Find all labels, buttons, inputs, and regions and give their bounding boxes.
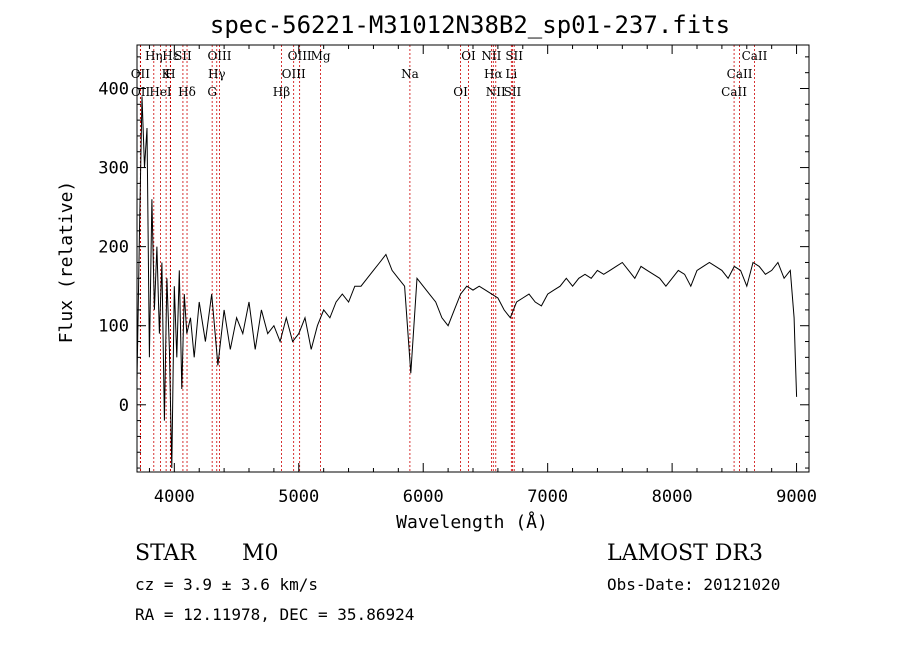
spectral-line-label: OIII (288, 49, 312, 63)
spectral-line-label: CaII (727, 67, 753, 81)
spectral-line-label: OI (461, 49, 476, 63)
spectral-line-label: Hγ (208, 67, 226, 81)
x-tick-label: 8000 (652, 487, 693, 507)
spectral-line-label: OIII (207, 49, 231, 63)
spectral-line-label: SII (174, 49, 192, 63)
spectral-line-label: Na (401, 67, 419, 81)
spectral-line-label: Hη (145, 49, 163, 63)
spectrum-line (136, 96, 798, 469)
x-tick-label: 5000 (278, 487, 319, 507)
y-tick-label: 400 (98, 79, 129, 99)
spectral-line-label: HeI (149, 85, 172, 99)
obs-date: Obs-Date: 20121020 (607, 575, 780, 594)
y-tick-label: 300 (98, 159, 129, 179)
spectral-line-label: OIII (282, 67, 306, 81)
y-axis-label: Flux (relative) (56, 181, 77, 344)
spectral-line-label: NII (486, 85, 506, 99)
y-axis-ticks: 0 100 200 300 400 (98, 56, 809, 469)
x-tick-label: 6000 (403, 487, 444, 507)
spectral-line-label: Hα (484, 67, 503, 81)
spectral-line-label: SII (504, 85, 522, 99)
y-tick-label: 200 (98, 238, 129, 258)
spectral-line-label: Li (505, 67, 517, 81)
x-axis-ticks: 4000 5000 6000 7000 8000 9000 (148, 45, 817, 507)
spectral-line-label: Hδ (178, 85, 196, 99)
spectral-line-labels: HεKHδOIIIOIIHeISIIHγOIIHηHGOIIIOIIIHβMgN… (131, 49, 768, 99)
spectral-line-label: OI (453, 85, 468, 99)
y-tick-label: 0 (119, 396, 129, 416)
x-tick-label: 9000 (776, 487, 817, 507)
spectral-line-label: G (207, 85, 217, 99)
spectral-line-label: NII (481, 49, 501, 63)
spectral-line-label: CaII (721, 85, 747, 99)
x-tick-label: 7000 (527, 487, 568, 507)
subclass: M0 (242, 541, 279, 566)
coordinates: RA = 12.11978, DEC = 35.86924 (135, 605, 414, 624)
spectral-line-label: K (162, 67, 172, 81)
x-axis-label: Wavelength (Å) (396, 511, 548, 533)
spectral-line-label: CaII (742, 49, 768, 63)
redshift-cz: cz = 3.9 ± 3.6 km/s (135, 575, 318, 594)
spectral-line-label: OII (131, 67, 151, 81)
spectral-line-label: OII (131, 85, 151, 99)
spectral-line-markers (139, 45, 755, 472)
chart-title: spec-56221-M31012N38B2_sp01-237.fits (210, 11, 730, 39)
object-type: STAR (135, 541, 197, 566)
spectral-line-label: SII (505, 49, 523, 63)
spectral-line-label: Hβ (273, 85, 290, 99)
spectral-line-label: Mg (311, 49, 331, 63)
plot-frame (136, 44, 810, 473)
survey-name: LAMOST DR3 (607, 541, 763, 566)
spectral-line-label: H (165, 67, 175, 81)
x-tick-label: 4000 (154, 487, 195, 507)
y-tick-label: 100 (98, 317, 129, 337)
